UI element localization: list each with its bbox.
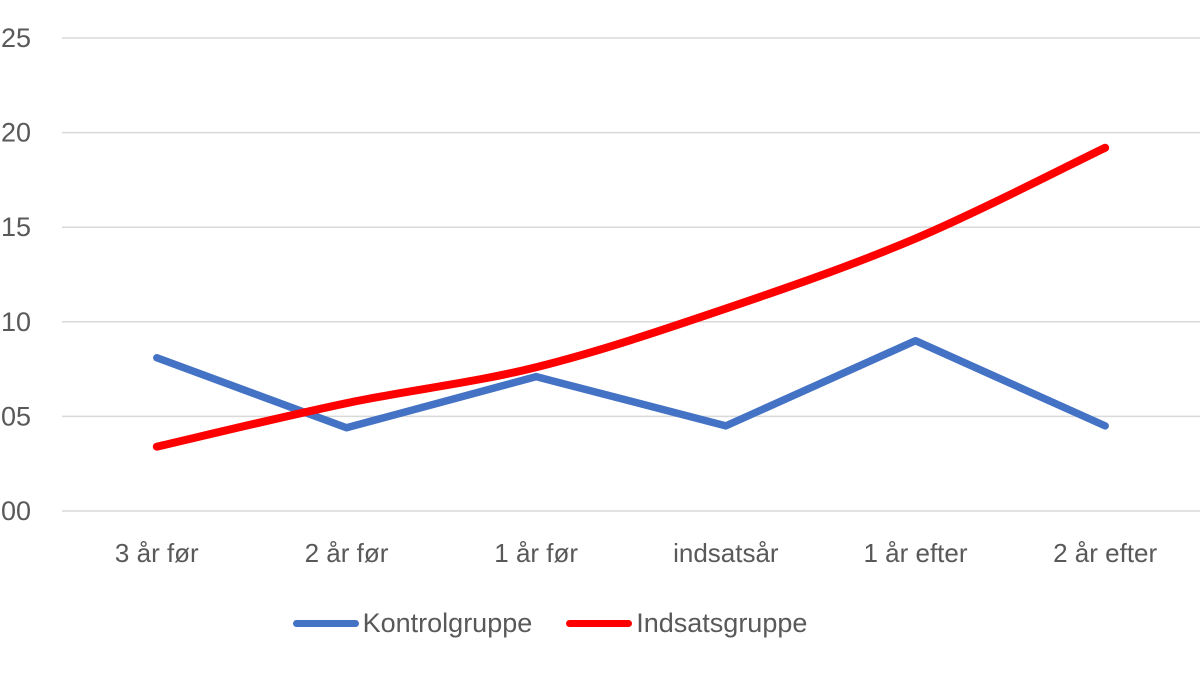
y-axis-tick-label: 15 [1, 212, 31, 242]
x-axis-category-labels: 3 år før 2 år før 1 år før indsatsår 1 år ef… [115, 538, 1158, 568]
x-axis-category-label: 1 år efter [863, 538, 967, 568]
y-axis-tick-label: 10 [1, 307, 31, 337]
gridlines [62, 37, 1200, 512]
x-axis-category-label: indsatsår [673, 538, 779, 568]
y-axis-tick-label: 20 [1, 118, 31, 148]
legend-line-marker [292, 620, 359, 627]
y-axis-tick-labels: 00 05 10 15 20 25 [1, 23, 31, 526]
legend-line-marker [566, 620, 633, 627]
legend-label: Indsatsgruppe [636, 608, 808, 638]
legend: Kontrolgruppe Indsatsgruppe [0, 608, 1100, 639]
series-line-indsatsgruppe [152, 143, 1110, 451]
legend-label: Kontrolgruppe [362, 608, 533, 638]
y-axis-tick-label: 25 [1, 23, 31, 53]
legend-item-kontrolgruppe: Kontrolgruppe [292, 608, 533, 639]
x-axis-category-label: 2 år efter [1053, 538, 1157, 568]
y-axis-tick-label: 00 [1, 496, 31, 526]
x-axis-category-label: 1 år før [494, 538, 578, 568]
series-line-kontrolgruppe [153, 336, 1109, 432]
y-axis-tick-label: 05 [1, 401, 31, 431]
legend-item-indsatsgruppe: Indsatsgruppe [566, 608, 807, 639]
x-axis-category-label: 3 år før [115, 538, 199, 568]
series-lines [152, 143, 1110, 451]
x-axis-category-label: 2 år før [305, 538, 389, 568]
